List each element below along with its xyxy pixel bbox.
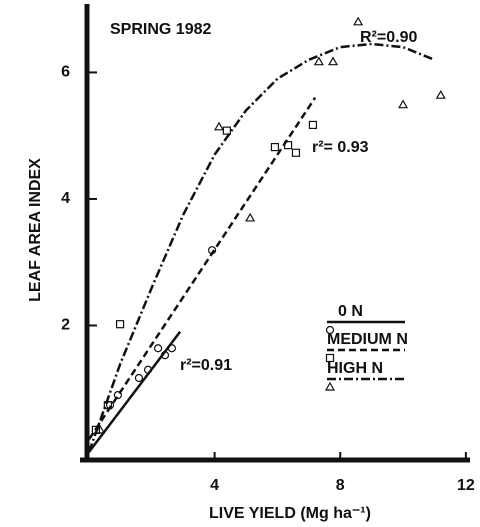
fit-label: r²=0.91 (180, 357, 232, 374)
y-tick-label: 4 (61, 190, 70, 207)
legend-marker (325, 325, 335, 335)
point (291, 148, 301, 157)
legend-label: 0 N (338, 303, 363, 320)
point (222, 126, 231, 135)
point (153, 344, 163, 353)
point (327, 56, 339, 66)
fit-line (87, 97, 317, 441)
point (213, 121, 225, 131)
point (313, 56, 324, 66)
point (435, 89, 446, 99)
point (115, 320, 125, 329)
fit-line (88, 331, 182, 453)
point (167, 344, 177, 353)
point (308, 120, 318, 130)
x-tick-label: 12 (457, 477, 475, 494)
legend-marker (325, 353, 335, 363)
point (143, 365, 153, 374)
legend-label: MEDIUM N (327, 331, 408, 348)
point (134, 373, 144, 383)
chart-title: SPRING 1982 (110, 21, 211, 38)
x-axis-label: LIVE YIELD (Mg ha⁻¹) (209, 505, 371, 522)
point (284, 141, 293, 150)
point (94, 424, 106, 434)
fit-label: R²=0.90 (360, 29, 417, 46)
point (270, 142, 280, 152)
fit-label: r²= 0.93 (312, 139, 369, 156)
point (160, 351, 170, 360)
point (113, 390, 122, 400)
legend-marker (324, 381, 336, 391)
y-tick-label: 2 (61, 317, 70, 334)
fit-line (87, 42, 435, 453)
y-axis-label: LEAF AREA INDEX (27, 158, 44, 302)
point (353, 16, 364, 26)
point (245, 212, 256, 222)
y-tick-label: 6 (61, 64, 70, 81)
point (398, 99, 409, 109)
legend-label: HIGH N (327, 360, 383, 377)
x-tick-label: 8 (336, 477, 345, 494)
x-tick-label: 4 (210, 477, 219, 494)
